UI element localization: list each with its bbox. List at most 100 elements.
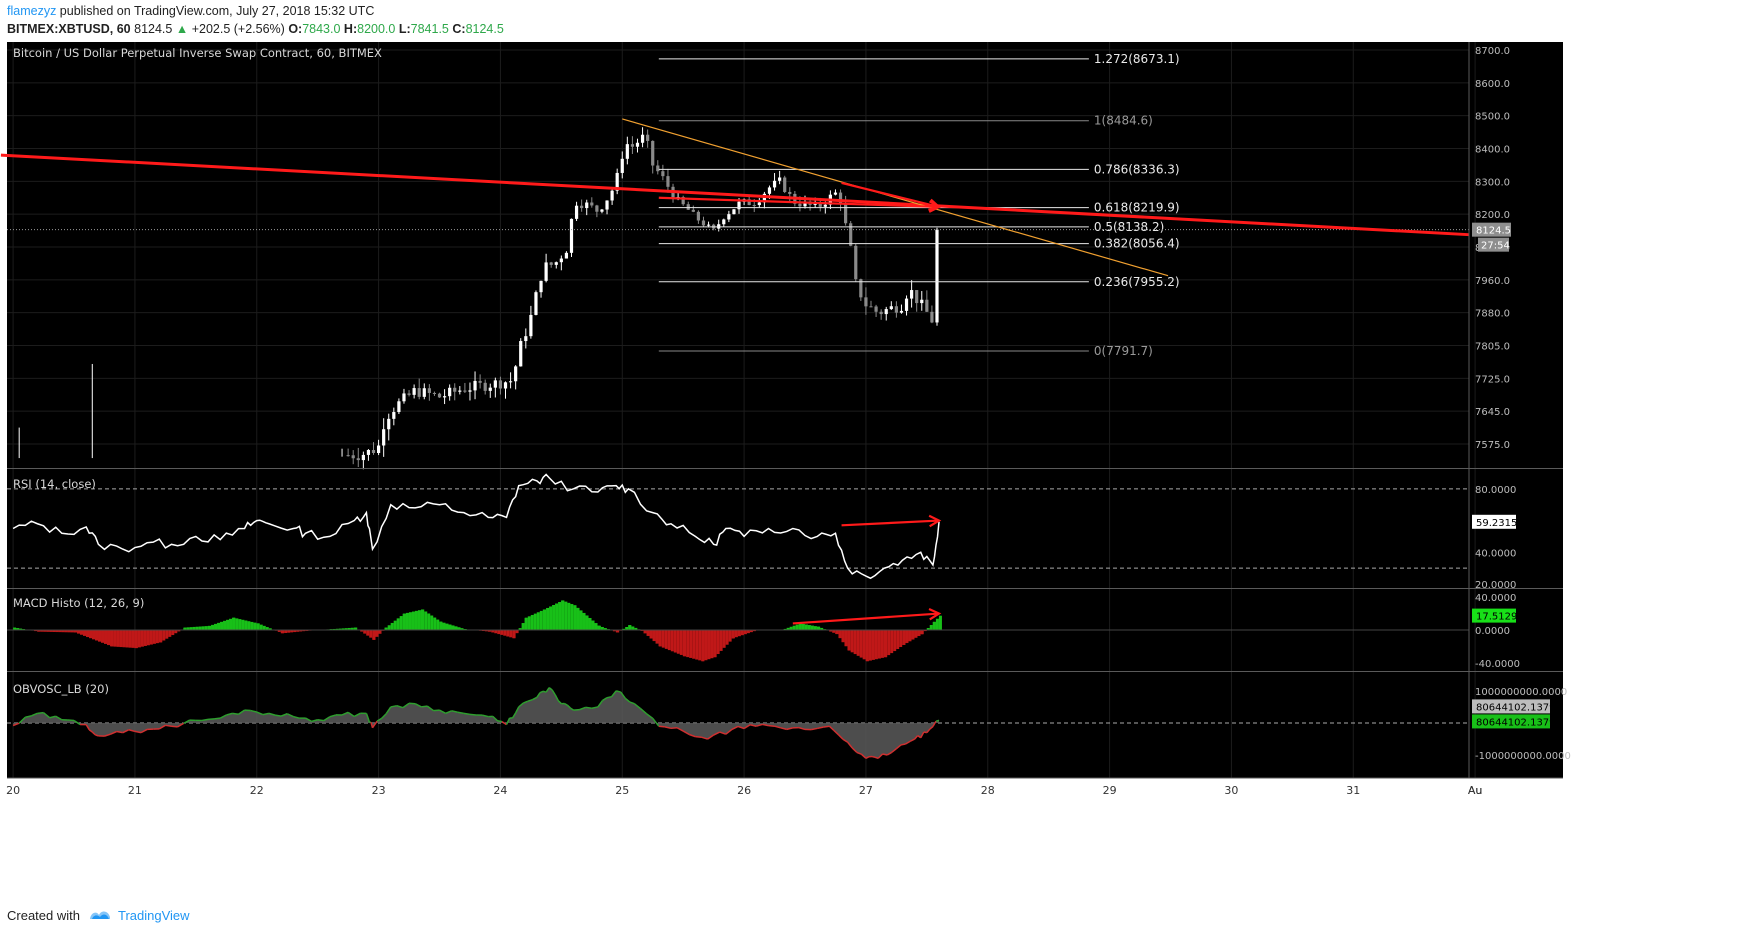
candle-up: [458, 390, 462, 392]
macd-bar-negative: [686, 630, 690, 658]
candle-up: [823, 204, 827, 207]
candle-up: [706, 224, 711, 226]
macd-bar-negative: [902, 630, 906, 645]
macd-bar-positive: [457, 627, 461, 630]
macd-bar-negative: [296, 630, 300, 632]
macd-bar-positive: [332, 628, 336, 630]
candle-up: [554, 262, 558, 265]
obv-line-segment: [527, 698, 533, 702]
time-tick-label: 20: [6, 784, 20, 797]
macd-bar-positive: [932, 621, 936, 630]
macd-bar-negative: [515, 630, 519, 634]
obv-line-segment: [780, 727, 787, 731]
created-with-text: Created with: [7, 908, 80, 923]
obv-line-segment: [43, 712, 51, 719]
macd-bar-positive: [393, 620, 397, 630]
macd-bar-negative: [661, 630, 665, 648]
macd-bar-negative: [646, 630, 650, 636]
obv-line-segment: [381, 713, 387, 719]
candle-down: [346, 455, 350, 457]
macd-bar-negative: [844, 630, 848, 647]
rsi-value-box: [1472, 514, 1516, 529]
macd-bar-negative: [737, 630, 741, 637]
obv-line-segment: [158, 724, 166, 730]
macd-bar-negative: [719, 630, 723, 651]
obv-line-segment: [280, 713, 288, 717]
macd-bar-positive: [567, 602, 571, 630]
macd-bar-positive: [552, 604, 556, 630]
macd-bar-negative: [500, 630, 504, 635]
macd-bar-positive: [427, 613, 431, 630]
obv-line-segment: [606, 695, 612, 699]
candle-up: [539, 280, 543, 293]
candle-down: [788, 191, 792, 194]
obv-line-segment: [557, 700, 562, 705]
time-tick-label: 24: [493, 784, 507, 797]
obv-line-segment: [481, 714, 489, 718]
time-axis[interactable]: 202122232425262728293031Au20212223242526…: [6, 778, 1482, 800]
macd-bar-negative: [829, 630, 833, 632]
obv-line-segment: [274, 714, 282, 717]
obv-line-segment: [286, 713, 294, 718]
macd-bar-negative: [293, 630, 297, 633]
obv-line-segment: [914, 735, 919, 740]
price-arrow: [841, 181, 940, 209]
macd-bar-negative: [159, 630, 163, 643]
macd-bar-negative: [899, 630, 903, 648]
candle-up: [569, 218, 574, 253]
macd-bar-negative: [488, 630, 492, 632]
macd-bar-negative: [34, 630, 38, 632]
obv-line-segment: [341, 711, 349, 716]
macd-bar-negative: [74, 630, 78, 633]
obv-value-box: [1472, 699, 1550, 714]
obv-line-segment: [611, 690, 617, 698]
obv-line-segment: [860, 753, 867, 759]
macd-bar-positive: [223, 620, 227, 630]
obv-line-segment: [895, 744, 902, 750]
chart-canvas[interactable]: 8700.08600.08500.08400.08300.08200.08040…: [0, 42, 1763, 900]
macd-bar-positive: [253, 622, 257, 630]
macd-bar-positive: [524, 617, 528, 630]
macd-bar-positive: [183, 627, 187, 630]
obv-line-segment: [847, 741, 853, 749]
macd-bar-positive: [384, 627, 388, 630]
candle-up: [620, 158, 624, 173]
tradingview-link[interactable]: TradingView: [118, 908, 190, 923]
macd-bar-negative: [920, 630, 924, 635]
macd-bar-negative: [847, 630, 851, 651]
candle-up: [392, 412, 396, 419]
macd-bar-positive: [411, 611, 415, 630]
rsi-tick-label: 40.0000: [1475, 548, 1516, 559]
obv-line-segment: [317, 719, 324, 722]
candle-down: [417, 388, 421, 397]
candle-up: [772, 180, 777, 188]
macd-bar-negative: [655, 630, 659, 644]
obv-line-segment: [122, 729, 130, 734]
macd-bar-positive: [226, 619, 230, 630]
macd-bar-negative: [679, 630, 683, 655]
macd-bar-positive: [448, 624, 452, 630]
obv-line-segment: [353, 712, 361, 718]
candle-down: [661, 171, 665, 177]
fib-level-label: 0(7791.7): [1094, 344, 1153, 358]
obv-line-segment: [689, 733, 696, 738]
macd-bar-negative: [140, 630, 144, 647]
macd-bar-positive: [421, 609, 425, 630]
candle-up: [935, 229, 939, 323]
macd-bar-negative: [363, 630, 367, 634]
author-link[interactable]: flamezyz: [7, 4, 57, 18]
time-tick-label: 27: [859, 784, 873, 797]
macd-bar-positive: [347, 627, 351, 630]
candle-up: [600, 209, 604, 212]
macd-bar-negative: [713, 630, 717, 658]
candle-up: [503, 382, 508, 389]
obv-line-segment: [905, 740, 911, 745]
macd-bar-negative: [752, 630, 756, 632]
price-tick-label: 7575.0: [1475, 440, 1510, 451]
obv-line-segment: [658, 725, 665, 728]
candle-up: [559, 258, 563, 263]
macd-bar-negative: [880, 630, 884, 658]
candle-down: [549, 262, 553, 265]
macd-bar-negative: [77, 630, 81, 634]
obv-line-segment: [469, 713, 477, 716]
